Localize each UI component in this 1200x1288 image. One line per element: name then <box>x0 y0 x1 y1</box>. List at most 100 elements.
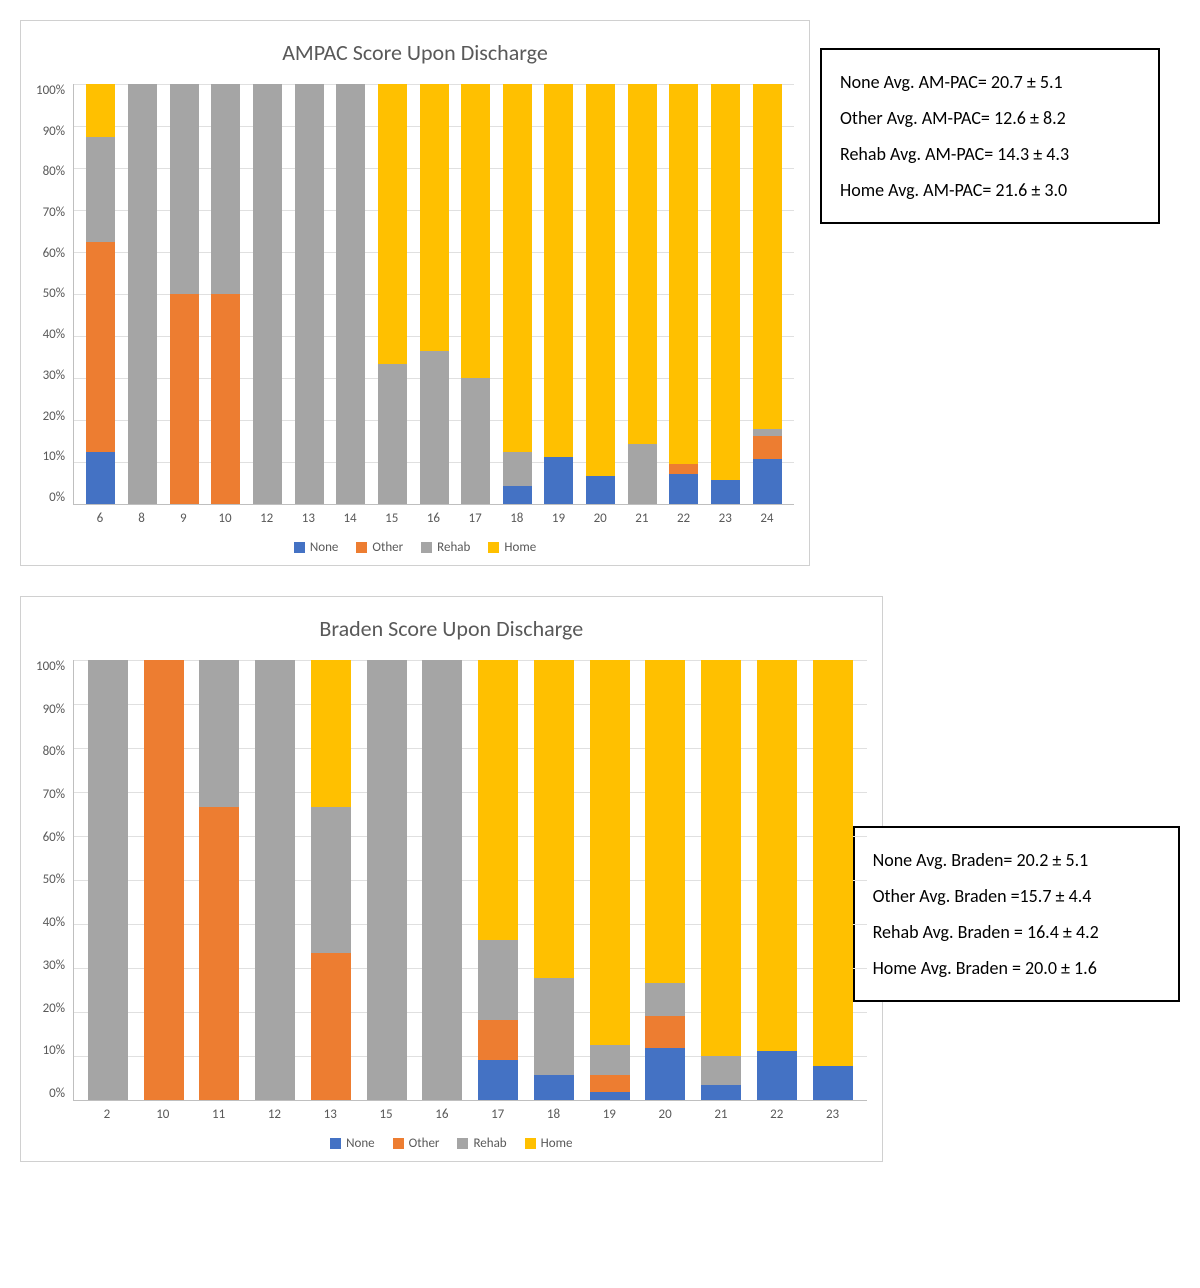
bar-segment-none <box>813 1066 853 1100</box>
legend-item-rehab: Rehab <box>457 1136 506 1151</box>
bar-segment-none <box>711 480 740 504</box>
legend-label-rehab: Rehab <box>473 1136 506 1151</box>
x-tick: 19 <box>544 511 573 526</box>
swatch-home <box>488 542 499 553</box>
legend-item-none: None <box>330 1136 375 1151</box>
bar-segment-none <box>544 457 573 504</box>
bar-segment-rehab <box>211 84 240 294</box>
x-tick: 13 <box>310 1107 350 1122</box>
y-tick: 80% <box>43 165 65 178</box>
y-tick: 0% <box>49 1087 65 1100</box>
x-tick: 15 <box>366 1107 406 1122</box>
x-tick: 8 <box>127 511 156 526</box>
y-tick: 100% <box>36 84 65 97</box>
ampac-y-axis: 100%90%80%70%60%50%40%30%20%10%0% <box>36 84 73 504</box>
bar-segment-other <box>170 294 199 504</box>
bar-segment-home <box>645 660 685 983</box>
bar-segment-rehab <box>378 364 407 504</box>
bar <box>420 84 449 504</box>
y-tick: 10% <box>43 1044 65 1057</box>
bar-segment-rehab <box>590 1045 630 1076</box>
bar <box>478 660 518 1100</box>
bar-segment-other <box>144 660 184 1100</box>
y-tick: 30% <box>43 959 65 972</box>
bar-segment-none <box>669 474 698 504</box>
x-tick: 13 <box>294 511 323 526</box>
x-tick: 14 <box>336 511 365 526</box>
braden-plot-area <box>73 660 867 1101</box>
bar <box>701 660 741 1100</box>
legend-label-home: Home <box>541 1136 573 1151</box>
bar-segment-none <box>701 1085 741 1100</box>
y-tick: 40% <box>43 916 65 929</box>
bar-segment-home <box>420 84 449 351</box>
y-tick: 60% <box>43 247 65 260</box>
ampac-plot-wrap: 100%90%80%70%60%50%40%30%20%10%0% 689101… <box>36 84 794 526</box>
legend-label-home: Home <box>504 540 536 555</box>
bar-segment-none <box>590 1092 630 1100</box>
x-tick: 23 <box>711 511 740 526</box>
braden-stats-box: None Avg. Braden= 20.2 ± 5.1 Other Avg. … <box>853 826 1180 1002</box>
ampac-stat-other: Other Avg. AM-PAC= 12.6 ± 8.2 <box>840 100 1140 136</box>
x-tick: 20 <box>586 511 615 526</box>
x-tick: 2 <box>87 1107 127 1122</box>
bar-segment-none <box>86 452 115 505</box>
x-tick: 22 <box>757 1107 797 1122</box>
x-tick: 22 <box>669 511 698 526</box>
bar-segment-home <box>461 84 490 378</box>
ampac-legend: None Other Rehab Home <box>36 540 794 555</box>
bar <box>336 84 365 504</box>
y-tick: 60% <box>43 831 65 844</box>
y-tick: 80% <box>43 745 65 758</box>
x-tick: 18 <box>502 511 531 526</box>
bar-segment-home <box>813 660 853 1066</box>
bar <box>503 84 532 504</box>
bar <box>128 84 157 504</box>
legend-item-home: Home <box>525 1136 573 1151</box>
x-tick: 11 <box>199 1107 239 1122</box>
bar-segment-other <box>478 1020 518 1060</box>
swatch-home <box>525 1138 536 1149</box>
ampac-stat-rehab: Rehab Avg. AM-PAC= 14.3 ± 4.3 <box>840 136 1140 172</box>
braden-y-axis: 100%90%80%70%60%50%40%30%20%10%0% <box>36 660 73 1100</box>
legend-item-home: Home <box>488 540 536 555</box>
y-tick: 50% <box>43 287 65 300</box>
legend-item-other: Other <box>393 1136 440 1151</box>
bar <box>422 660 462 1100</box>
swatch-none <box>330 1138 341 1149</box>
bar-segment-rehab <box>645 983 685 1016</box>
braden-row: Braden Score Upon Discharge 100%90%80%70… <box>20 596 1180 1162</box>
legend-label-none: None <box>346 1136 375 1151</box>
legend-item-other: Other <box>356 540 403 555</box>
bar <box>88 660 128 1100</box>
bar <box>461 84 490 504</box>
ampac-plot-area <box>73 84 794 505</box>
x-tick: 18 <box>533 1107 573 1122</box>
bar-segment-other <box>211 294 240 504</box>
bar-segment-home <box>701 660 741 1056</box>
bar <box>295 84 324 504</box>
bar-segment-home <box>628 84 657 444</box>
bar-segment-home <box>378 84 407 364</box>
y-tick: 70% <box>43 788 65 801</box>
swatch-other <box>393 1138 404 1149</box>
bar-segment-other <box>645 1016 685 1049</box>
y-tick: 20% <box>43 410 65 423</box>
y-tick: 90% <box>43 125 65 138</box>
bar-segment-rehab <box>170 84 199 294</box>
legend-label-none: None <box>310 540 339 555</box>
x-tick: 16 <box>419 511 448 526</box>
bar <box>544 84 573 504</box>
bar-segment-home <box>669 84 698 464</box>
braden-stat-none: None Avg. Braden= 20.2 ± 5.1 <box>873 842 1160 878</box>
bar <box>170 84 199 504</box>
bar-segment-none <box>478 1060 518 1100</box>
ampac-row: AMPAC Score Upon Discharge 100%90%80%70%… <box>20 20 1180 566</box>
bar-segment-none <box>753 459 782 504</box>
x-tick: 19 <box>589 1107 629 1122</box>
ampac-x-axis: 6891012131415161718192021222324 <box>73 505 794 526</box>
bar-segment-home <box>544 84 573 457</box>
bar-segment-rehab <box>199 660 239 807</box>
bar-segment-rehab <box>86 137 115 242</box>
bar-segment-rehab <box>128 84 157 504</box>
